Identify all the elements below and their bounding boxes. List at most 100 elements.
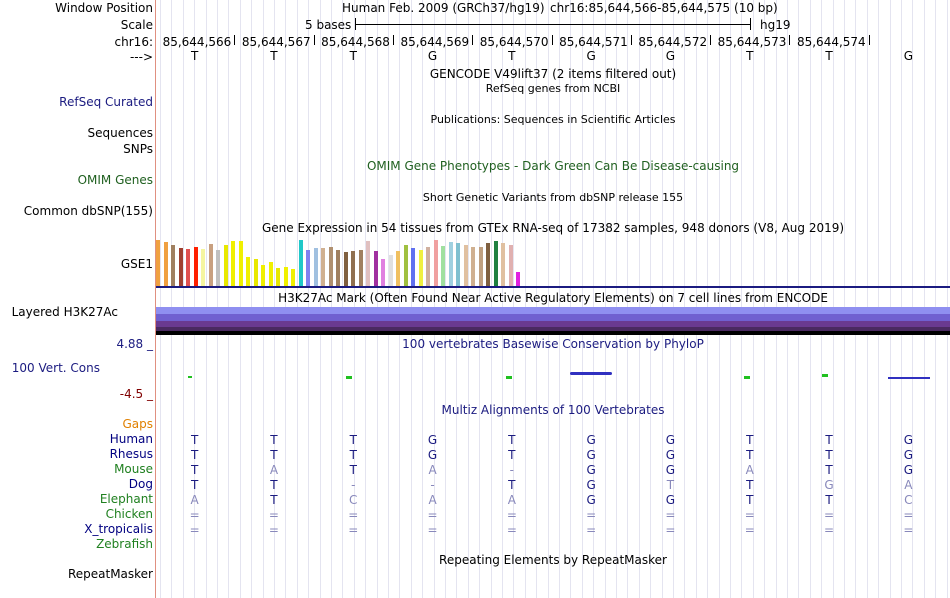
alignment-base: A xyxy=(428,493,437,507)
gtex-tissue-bar[interactable] xyxy=(411,248,415,286)
gtex-tissue-bar[interactable] xyxy=(388,255,393,286)
gtex-tissue-bar[interactable] xyxy=(493,241,498,286)
grid-line xyxy=(410,0,412,598)
alignment-base: T xyxy=(508,478,516,492)
species-label-elephant[interactable]: Elephant xyxy=(99,492,153,506)
window-position-label[interactable]: Window Position xyxy=(55,1,153,15)
omim-title[interactable]: OMIM Gene Phenotypes - Dark Green Can Be… xyxy=(366,159,740,173)
coordinate-label: 85,644,573 xyxy=(717,35,787,49)
gtex-tissue-bar[interactable] xyxy=(516,272,520,286)
gtex-tissue-bar[interactable] xyxy=(448,242,453,286)
gtex-tissue-bar[interactable] xyxy=(171,245,175,286)
grid-line xyxy=(160,0,161,598)
gtex-tissue-bar[interactable] xyxy=(418,250,423,286)
gtex-tissue-bar[interactable] xyxy=(186,249,190,286)
gtex-tissue-bar[interactable] xyxy=(163,242,168,286)
h3k27ac-signal[interactable] xyxy=(156,307,950,335)
grid-line xyxy=(422,0,424,598)
gtex-tissue-bar[interactable] xyxy=(351,251,355,286)
gtex-title[interactable]: Gene Expression in 54 tissues from GTEx … xyxy=(261,221,845,235)
h3k27ac-title[interactable]: H3K27Ac Mark (Often Found Near Active Re… xyxy=(278,291,828,305)
dbsnp-title[interactable]: Short Genetic Variants from dbSNP releas… xyxy=(422,191,684,204)
phylop-mark xyxy=(188,376,192,378)
gtex-tissue-bar[interactable] xyxy=(358,250,363,286)
omim-label[interactable]: OMIM Genes xyxy=(77,173,153,187)
alignment-base: = xyxy=(903,523,914,537)
alignment-base: G xyxy=(665,448,676,462)
gtex-tissue-bar[interactable] xyxy=(381,259,385,286)
gtex-tissue-bar[interactable] xyxy=(283,267,288,286)
gtex-tissue-bar[interactable] xyxy=(291,269,295,286)
gtex-tissue-bar[interactable] xyxy=(366,241,370,286)
refseq-label[interactable]: RefSeq Curated xyxy=(59,95,153,109)
refseq-title[interactable]: RefSeq genes from NCBI xyxy=(485,82,621,95)
gtex-tissue-bar[interactable] xyxy=(441,246,445,286)
gencode-title[interactable]: GENCODE V49lift37 (2 items filtered out) xyxy=(429,67,677,81)
publications-title[interactable]: Publications: Sequences in Scientific Ar… xyxy=(430,113,676,126)
gtex-tissue-bar[interactable] xyxy=(313,248,318,286)
repeatmasker-title[interactable]: Repeating Elements by RepeatMasker xyxy=(439,553,667,567)
grid-line xyxy=(388,0,389,598)
h3k27ac-label[interactable]: Layered H3K27Ac xyxy=(11,305,118,319)
alignment-base: = xyxy=(665,508,676,522)
gtex-tissue-bar[interactable] xyxy=(478,247,483,286)
gtex-tissue-bar[interactable] xyxy=(321,248,325,286)
gtex-label[interactable]: GSE1 xyxy=(120,257,153,271)
gtex-tissue-bar[interactable] xyxy=(246,257,250,286)
species-label-zebrafish[interactable]: Zebrafish xyxy=(96,537,153,551)
repeatmasker-label[interactable]: RepeatMasker xyxy=(67,567,153,581)
species-label-mouse[interactable]: Mouse xyxy=(114,462,153,476)
grid-line xyxy=(638,0,640,598)
gtex-tissue-bar[interactable] xyxy=(328,247,333,286)
gtex-tissue-bar[interactable] xyxy=(201,249,205,286)
gtex-tissue-bar[interactable] xyxy=(501,243,505,286)
alignment-base: T xyxy=(270,478,278,492)
alignment-base: = xyxy=(744,508,755,522)
gtex-tissue-bar[interactable] xyxy=(231,241,235,286)
gtex-tissue-bar[interactable] xyxy=(216,250,220,286)
species-label-chicken[interactable]: Chicken xyxy=(105,507,153,521)
gtex-tissue-bar[interactable] xyxy=(426,247,430,286)
gtex-tissue-bar[interactable] xyxy=(261,265,265,286)
gtex-tissue-bar[interactable] xyxy=(193,247,198,286)
gtex-tissue-bar[interactable] xyxy=(268,262,273,286)
sequences-label[interactable]: Sequences xyxy=(87,126,153,140)
phylop-title[interactable]: 100 vertebrates Basewise Conservation by… xyxy=(402,337,704,351)
gtex-tissue-bar[interactable] xyxy=(456,243,460,286)
gtex-tissue-bar[interactable] xyxy=(306,250,310,286)
gtex-tissue-bar[interactable] xyxy=(343,252,348,286)
gtex-tissue-bar[interactable] xyxy=(178,248,183,286)
gtex-tissue-bar[interactable] xyxy=(471,247,475,286)
gtex-bar-chart[interactable] xyxy=(156,238,536,286)
gtex-tissue-bar[interactable] xyxy=(223,245,228,286)
gtex-tissue-bar[interactable] xyxy=(463,245,468,286)
gtex-tissue-bar[interactable] xyxy=(403,245,408,286)
gtex-tissue-bar[interactable] xyxy=(253,259,258,286)
species-label-dog[interactable]: Dog xyxy=(128,477,153,491)
species-label-rhesus[interactable]: Rhesus xyxy=(109,447,153,461)
dbsnp-label[interactable]: Common dbSNP(155) xyxy=(23,204,153,218)
gtex-tissue-bar[interactable] xyxy=(396,251,400,286)
gtex-tissue-bar[interactable] xyxy=(486,243,490,286)
multiz-title[interactable]: Multiz Alignments of 100 Vertebrates xyxy=(441,403,665,417)
species-label-human[interactable]: Human xyxy=(109,432,153,446)
gtex-tissue-bar[interactable] xyxy=(433,240,438,286)
snps-label[interactable]: SNPs xyxy=(123,142,153,156)
alignment-base: G xyxy=(586,478,596,492)
scale-label[interactable]: Scale xyxy=(120,18,153,32)
chr-label[interactable]: chr16: xyxy=(114,35,153,49)
species-label-x-tropicalis[interactable]: X_tropicalis xyxy=(84,522,153,536)
gtex-tissue-bar[interactable] xyxy=(336,250,340,286)
gtex-tissue-bar[interactable] xyxy=(373,251,378,286)
phylop-signal[interactable] xyxy=(156,370,950,382)
gtex-tissue-bar[interactable] xyxy=(276,268,280,286)
gtex-tissue-bar[interactable] xyxy=(238,241,243,286)
gtex-tissue-bar[interactable] xyxy=(508,245,513,286)
strand-label[interactable]: ---> xyxy=(129,50,153,64)
gtex-tissue-bar[interactable] xyxy=(298,240,303,286)
phylop-label[interactable]: 100 Vert. Cons xyxy=(11,361,100,375)
species-label-gaps[interactable]: Gaps xyxy=(122,417,153,431)
gtex-tissue-bar[interactable] xyxy=(156,240,160,286)
gtex-tissue-bar[interactable] xyxy=(208,244,213,286)
alignment-base: = xyxy=(586,523,597,537)
